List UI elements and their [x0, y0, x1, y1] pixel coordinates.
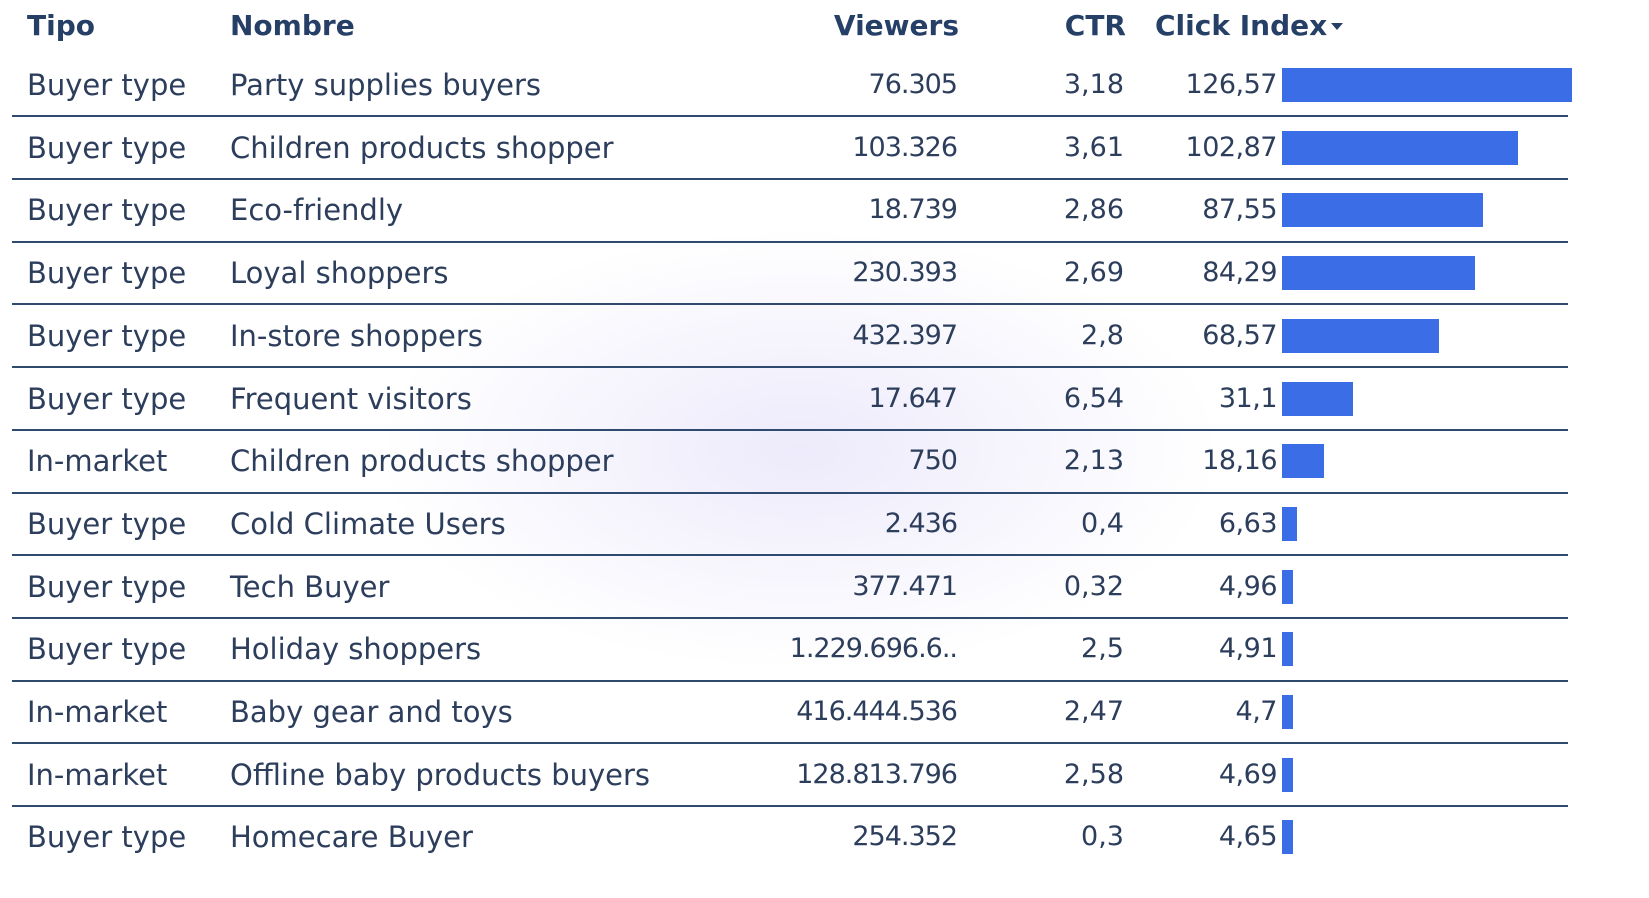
cell-viewers: 377.471	[852, 570, 958, 602]
cell-nombre: Offline baby products buyers	[230, 757, 651, 792]
cell-click-index: 4,7	[1235, 696, 1278, 727]
cell-tipo: In-market	[27, 757, 168, 792]
cell-ctr: 2,8	[1081, 319, 1124, 351]
header-ctr[interactable]: CTR	[1064, 9, 1126, 42]
cell-ctr: 3,61	[1063, 131, 1124, 163]
click-index-bar	[1282, 757, 1293, 792]
row-separator	[12, 240, 1568, 243]
cell-tipo: Buyer type	[27, 381, 187, 416]
cell-tipo: Buyer type	[27, 68, 187, 102]
cell-tipo: In-market	[27, 695, 168, 729]
cell-ctr: 3,18	[1063, 69, 1124, 100]
cell-tipo: Buyer type	[27, 506, 187, 541]
row-separator	[12, 805, 1568, 808]
cell-tipo: Buyer type	[27, 632, 187, 667]
click-index-bar	[1282, 381, 1354, 416]
cell-click-index: 31,1	[1218, 382, 1278, 414]
cell-ctr: 6,54	[1063, 382, 1124, 414]
cell-ctr: 2,5	[1081, 633, 1124, 665]
cell-nombre: Loyal shoppers	[230, 256, 449, 291]
row-separator	[12, 554, 1568, 557]
click-index-bar	[1282, 820, 1293, 855]
cell-nombre: Holiday shoppers	[230, 632, 482, 667]
cell-click-index: 4,69	[1218, 758, 1278, 790]
cell-ctr: 2,47	[1063, 696, 1124, 727]
row-separator	[12, 115, 1568, 118]
cell-viewers: 76.305	[868, 69, 958, 100]
cell-nombre: Baby gear and toys	[230, 695, 513, 729]
row-separator	[12, 428, 1568, 431]
cell-ctr: 2,58	[1063, 758, 1124, 790]
cell-ctr: 2,86	[1063, 194, 1124, 226]
cell-tipo: In-market	[27, 444, 168, 479]
header-click-index[interactable]: Click Index	[1155, 9, 1328, 42]
cell-viewers: 17.647	[868, 382, 958, 414]
cell-viewers: 750	[908, 445, 958, 477]
row-separator	[12, 616, 1568, 619]
cell-viewers: 254.352	[852, 821, 958, 853]
cell-click-index: 4,65	[1218, 821, 1278, 853]
cell-tipo: Buyer type	[27, 193, 187, 228]
click-index-bar	[1282, 130, 1518, 165]
sort-caret[interactable]	[1331, 23, 1343, 31]
cell-ctr: 0,32	[1063, 570, 1124, 602]
cell-nombre: Eco-friendly	[230, 193, 404, 228]
cell-nombre: Tech Buyer	[230, 569, 390, 604]
cell-click-index: 4,96	[1218, 570, 1278, 602]
cell-viewers: 103.326	[852, 131, 958, 163]
cell-ctr: 2,13	[1063, 445, 1124, 477]
cell-viewers: 432.397	[852, 319, 958, 351]
cell-nombre: Frequent visitors	[230, 381, 472, 416]
cell-viewers: 230.393	[852, 257, 958, 289]
cell-viewers: 2.436	[884, 507, 958, 539]
row-separator	[12, 178, 1568, 181]
cell-ctr: 0,4	[1081, 507, 1124, 539]
cell-viewers: 416.444.536	[796, 696, 958, 727]
cell-click-index: 6,63	[1218, 507, 1278, 539]
cell-nombre: Children products shopper	[230, 444, 614, 479]
click-index-bar	[1282, 506, 1298, 541]
cell-tipo: Buyer type	[27, 130, 187, 165]
header-nombre: Nombre	[230, 9, 355, 42]
cell-ctr: 0,3	[1081, 821, 1124, 853]
click-index-bar	[1282, 193, 1483, 228]
cell-click-index: 102,87	[1185, 131, 1278, 163]
cell-viewers: 128.813.796	[796, 758, 958, 790]
cell-viewers: 18.739	[868, 194, 958, 226]
row-separator	[12, 679, 1568, 682]
cell-tipo: Buyer type	[27, 569, 187, 604]
cell-viewers: 1.229.696.6..	[789, 633, 958, 665]
cell-nombre: Children products shopper	[230, 130, 614, 165]
cell-nombre: Party supplies buyers	[230, 68, 542, 102]
row-separator	[12, 303, 1568, 306]
click-index-bar	[1282, 569, 1294, 604]
cell-click-index: 18,16	[1202, 445, 1277, 477]
click-index-bar	[1282, 256, 1476, 291]
cell-ctr: 2,69	[1063, 257, 1124, 289]
cell-nombre: In-store shoppers	[230, 318, 483, 353]
row-separator	[12, 491, 1568, 494]
click-index-bar	[1282, 695, 1293, 729]
cell-tipo: Buyer type	[27, 318, 187, 353]
header-viewers[interactable]: Viewers	[833, 9, 959, 42]
cell-nombre: Cold Climate Users	[230, 506, 506, 541]
cell-tipo: Buyer type	[27, 820, 187, 855]
row-separator	[12, 742, 1568, 745]
cell-click-index: 84,29	[1202, 257, 1277, 289]
cell-click-index: 68,57	[1202, 319, 1277, 351]
click-index-bar	[1282, 444, 1324, 479]
cell-nombre: Homecare Buyer	[230, 820, 473, 855]
row-separator	[12, 366, 1568, 369]
cell-click-index: 4,91	[1218, 633, 1278, 665]
click-index-bar	[1282, 68, 1572, 102]
cell-click-index: 87,55	[1202, 194, 1277, 226]
click-index-bar	[1282, 318, 1440, 353]
header-tipo: Tipo	[27, 9, 95, 42]
cell-tipo: Buyer type	[27, 256, 187, 291]
cell-click-index: 126,57	[1185, 69, 1278, 100]
click-index-bar	[1282, 632, 1294, 667]
